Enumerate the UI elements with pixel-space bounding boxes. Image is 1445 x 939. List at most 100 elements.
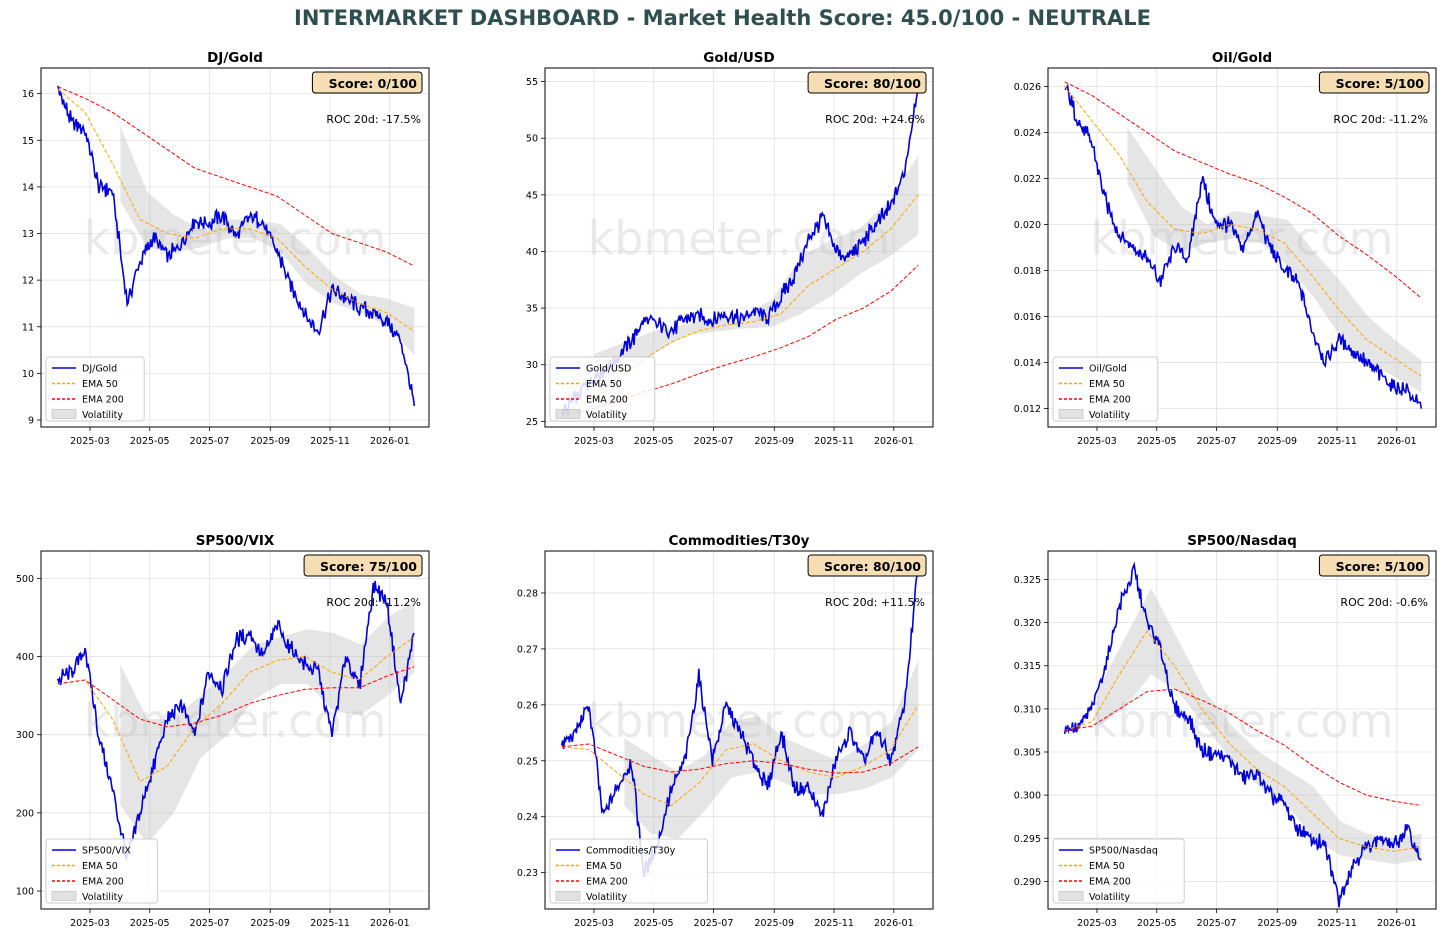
legend-label: EMA 200 bbox=[82, 395, 124, 406]
price-line bbox=[560, 564, 920, 878]
price-line bbox=[1064, 83, 1423, 409]
y-tick-label: 50 bbox=[526, 134, 538, 145]
legend-label: DJ/Gold bbox=[82, 364, 117, 375]
y-tick-label: 0.020 bbox=[1014, 220, 1041, 231]
roc-label: ROC 20d: -0.6% bbox=[1340, 596, 1428, 609]
y-tick-label: 0.325 bbox=[1014, 575, 1041, 586]
legend-label: EMA 50 bbox=[82, 379, 118, 390]
y-tick-label: 35 bbox=[526, 304, 538, 315]
legend-label: Volatility bbox=[1089, 892, 1130, 903]
x-tick-label: 2025-07 bbox=[190, 436, 230, 447]
ema200-line bbox=[57, 86, 415, 267]
x-tick-label: 2025-11 bbox=[310, 918, 350, 929]
y-tick-label: 0.018 bbox=[1014, 266, 1041, 277]
x-tick-label: 2025-03 bbox=[574, 436, 614, 447]
y-tick-label: 0.295 bbox=[1014, 834, 1041, 845]
y-tick-label: 0.28 bbox=[517, 588, 538, 599]
y-tick-label: 300 bbox=[16, 730, 34, 741]
legend-label: Volatility bbox=[82, 410, 123, 421]
x-tick-label: 2025-11 bbox=[814, 918, 854, 929]
ema200-line bbox=[1064, 81, 1422, 299]
roc-label: ROC 20d: +11.5% bbox=[825, 596, 925, 609]
score-box bbox=[1318, 71, 1430, 94]
legend-label: Oil/Gold bbox=[1089, 364, 1127, 375]
x-tick-label: 2025-05 bbox=[634, 918, 674, 929]
watermark: kbmeter.com bbox=[588, 694, 891, 748]
x-tick-label: 2025-03 bbox=[70, 436, 110, 447]
roc-label: ROC 20d: -11.2% bbox=[326, 596, 421, 609]
y-tick-label: 25 bbox=[526, 417, 538, 428]
x-tick-label: 2025-09 bbox=[1257, 436, 1297, 447]
plot-frame bbox=[40, 67, 430, 428]
y-tick-label: 0.012 bbox=[1014, 404, 1041, 415]
chart-title: Gold/USD bbox=[703, 50, 774, 66]
score-label: Score: 5/100 bbox=[1336, 559, 1425, 574]
y-tick-label: 45 bbox=[526, 190, 538, 201]
x-tick-label: 2025-07 bbox=[694, 918, 734, 929]
legend-swatch bbox=[51, 409, 77, 419]
ema50-line bbox=[57, 636, 415, 783]
legend-label: EMA 200 bbox=[1089, 395, 1131, 406]
legend-label: EMA 50 bbox=[586, 861, 622, 872]
legend-box bbox=[549, 838, 709, 904]
chart-panel-3: kbmeter.com 2025-03 2025-05 2025-07 2025-09 2… bbox=[16, 533, 430, 929]
score-label: Score: 75/100 bbox=[320, 559, 417, 574]
x-tick-label: 2025-09 bbox=[250, 436, 290, 447]
x-tick-label: 2025-05 bbox=[634, 436, 674, 447]
volatility-band bbox=[1127, 127, 1422, 393]
y-tick-label: 0.016 bbox=[1014, 312, 1041, 323]
x-tick-label: 2026-01 bbox=[370, 918, 410, 929]
score-label: Score: 80/100 bbox=[824, 76, 921, 91]
y-tick-label: 0.24 bbox=[517, 812, 538, 823]
y-tick-label: 0.27 bbox=[517, 644, 538, 655]
x-tick-label: 2025-05 bbox=[1137, 918, 1177, 929]
score-label: Score: 80/100 bbox=[824, 559, 921, 574]
y-tick-label: 10 bbox=[22, 369, 34, 380]
legend-box bbox=[45, 838, 158, 904]
y-tick-label: 55 bbox=[526, 77, 538, 88]
price-line bbox=[56, 85, 416, 407]
volatility-band bbox=[624, 660, 919, 840]
volatility-band bbox=[120, 601, 415, 845]
x-tick-label: 2025-11 bbox=[1317, 918, 1357, 929]
x-tick-label: 2025-07 bbox=[190, 918, 230, 929]
y-tick-label: 500 bbox=[16, 574, 34, 585]
ema200-line bbox=[561, 743, 919, 774]
y-tick-label: 0.315 bbox=[1014, 661, 1041, 672]
x-tick-label: 2025-07 bbox=[1197, 436, 1237, 447]
x-tick-label: 2025-05 bbox=[130, 918, 170, 929]
legend-label: Gold/USD bbox=[586, 364, 631, 375]
legend-box bbox=[1052, 838, 1185, 904]
price-line bbox=[560, 81, 920, 418]
legend-label: SP500/Nasdaq bbox=[1089, 846, 1158, 857]
y-tick-label: 0.300 bbox=[1014, 791, 1041, 802]
legend-swatch bbox=[555, 409, 581, 419]
x-tick-label: 2026-01 bbox=[1377, 918, 1417, 929]
y-tick-label: 16 bbox=[22, 89, 34, 100]
legend-label: Volatility bbox=[586, 892, 627, 903]
legend-swatch bbox=[51, 891, 77, 901]
y-tick-label: 400 bbox=[16, 652, 34, 663]
price-line bbox=[1063, 561, 1422, 908]
y-tick-label: 0.026 bbox=[1014, 82, 1041, 93]
legend-box bbox=[45, 356, 145, 422]
price-line bbox=[56, 580, 415, 863]
x-tick-label: 2026-01 bbox=[874, 436, 914, 447]
y-tick-label: 100 bbox=[16, 887, 34, 898]
y-tick-label: 12 bbox=[22, 276, 34, 287]
chart-title: Oil/Gold bbox=[1212, 50, 1272, 66]
legend-box bbox=[549, 356, 656, 422]
y-tick-label: 13 bbox=[22, 229, 34, 240]
roc-label: ROC 20d: -11.2% bbox=[1333, 113, 1428, 126]
x-tick-label: 2026-01 bbox=[370, 436, 410, 447]
x-tick-label: 2025-03 bbox=[70, 918, 110, 929]
y-tick-label: 0.290 bbox=[1014, 877, 1041, 888]
chart-title: DJ/Gold bbox=[207, 50, 263, 66]
y-tick-label: 200 bbox=[16, 808, 34, 819]
chart-panel-4: kbmeter.com 2025-03 2025-05 2025-07 2025-09 2… bbox=[517, 533, 934, 929]
score-box bbox=[303, 554, 423, 577]
legend-swatch bbox=[555, 891, 581, 901]
legend-swatch bbox=[1058, 891, 1084, 901]
